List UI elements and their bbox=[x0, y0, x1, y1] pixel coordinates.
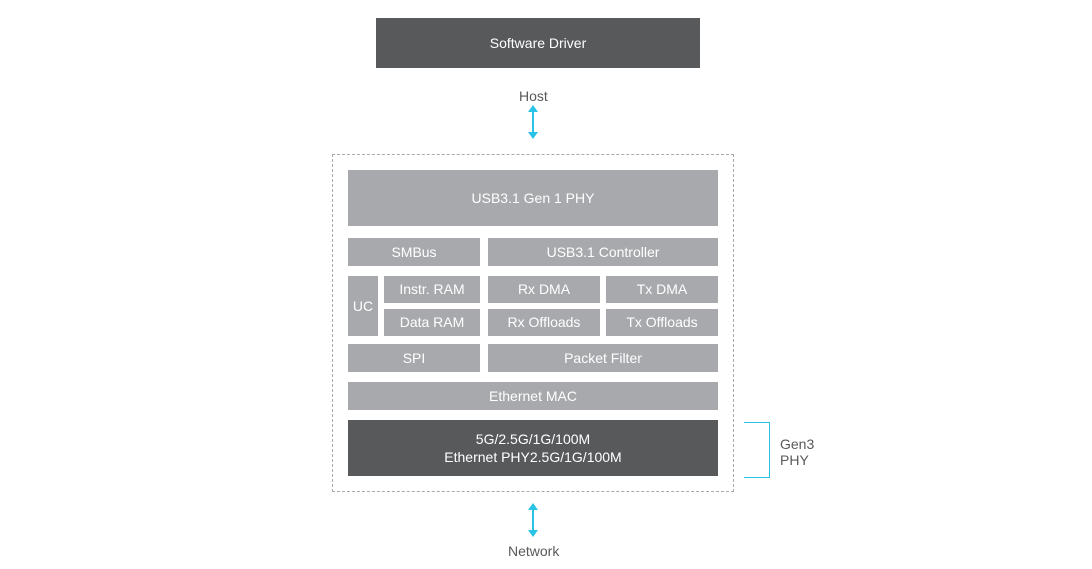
block-rx-dma: Rx DMA bbox=[488, 276, 600, 303]
block-label: SPI bbox=[403, 349, 426, 367]
label-text: Gen3 bbox=[780, 436, 814, 452]
block-label: Rx Offloads bbox=[508, 313, 581, 331]
block-smbus: SMBus bbox=[348, 238, 480, 266]
block-label: Ethernet MAC bbox=[489, 387, 577, 405]
arrow-host bbox=[532, 110, 534, 134]
block-label: Instr. RAM bbox=[399, 280, 464, 298]
block-packet-filter: Packet Filter bbox=[488, 344, 718, 372]
block-label: 5G/2.5G/1G/100M Ethernet PHY2.5G/1G/100M bbox=[444, 430, 621, 466]
block-label: Tx DMA bbox=[637, 280, 688, 298]
label-network: Network bbox=[508, 543, 559, 559]
block-label: Software Driver bbox=[490, 34, 586, 52]
block-label: Rx DMA bbox=[518, 280, 570, 298]
label-gen3: Gen3 bbox=[780, 436, 814, 452]
block-label: SMBus bbox=[391, 243, 436, 261]
block-label: USB3.1 Gen 1 PHY bbox=[472, 189, 595, 207]
gen3-bracket bbox=[744, 422, 770, 478]
block-ethernet-phy: 5G/2.5G/1G/100M Ethernet PHY2.5G/1G/100M bbox=[348, 420, 718, 476]
block-spi: SPI bbox=[348, 344, 480, 372]
block-label: Packet Filter bbox=[564, 349, 642, 367]
label-host: Host bbox=[519, 88, 548, 104]
block-tx-dma: Tx DMA bbox=[606, 276, 718, 303]
label-text: PHY bbox=[780, 452, 809, 468]
arrow-network bbox=[532, 508, 534, 532]
block-label: USB3.1 Controller bbox=[547, 243, 660, 261]
block-usb-phy: USB3.1 Gen 1 PHY bbox=[348, 170, 718, 226]
block-software-driver: Software Driver bbox=[376, 18, 700, 68]
label-text: Host bbox=[519, 88, 548, 104]
block-data-ram: Data RAM bbox=[384, 309, 480, 336]
label-phy: PHY bbox=[780, 452, 809, 468]
block-uc: UC bbox=[348, 276, 378, 336]
block-instr-ram: Instr. RAM bbox=[384, 276, 480, 303]
label-text: Network bbox=[508, 543, 559, 559]
block-label: UC bbox=[353, 297, 373, 315]
block-tx-offloads: Tx Offloads bbox=[606, 309, 718, 336]
block-label: Data RAM bbox=[400, 313, 465, 331]
block-ethernet-mac: Ethernet MAC bbox=[348, 382, 718, 410]
block-label: Tx Offloads bbox=[626, 313, 697, 331]
block-usb-controller: USB3.1 Controller bbox=[488, 238, 718, 266]
block-rx-offloads: Rx Offloads bbox=[488, 309, 600, 336]
